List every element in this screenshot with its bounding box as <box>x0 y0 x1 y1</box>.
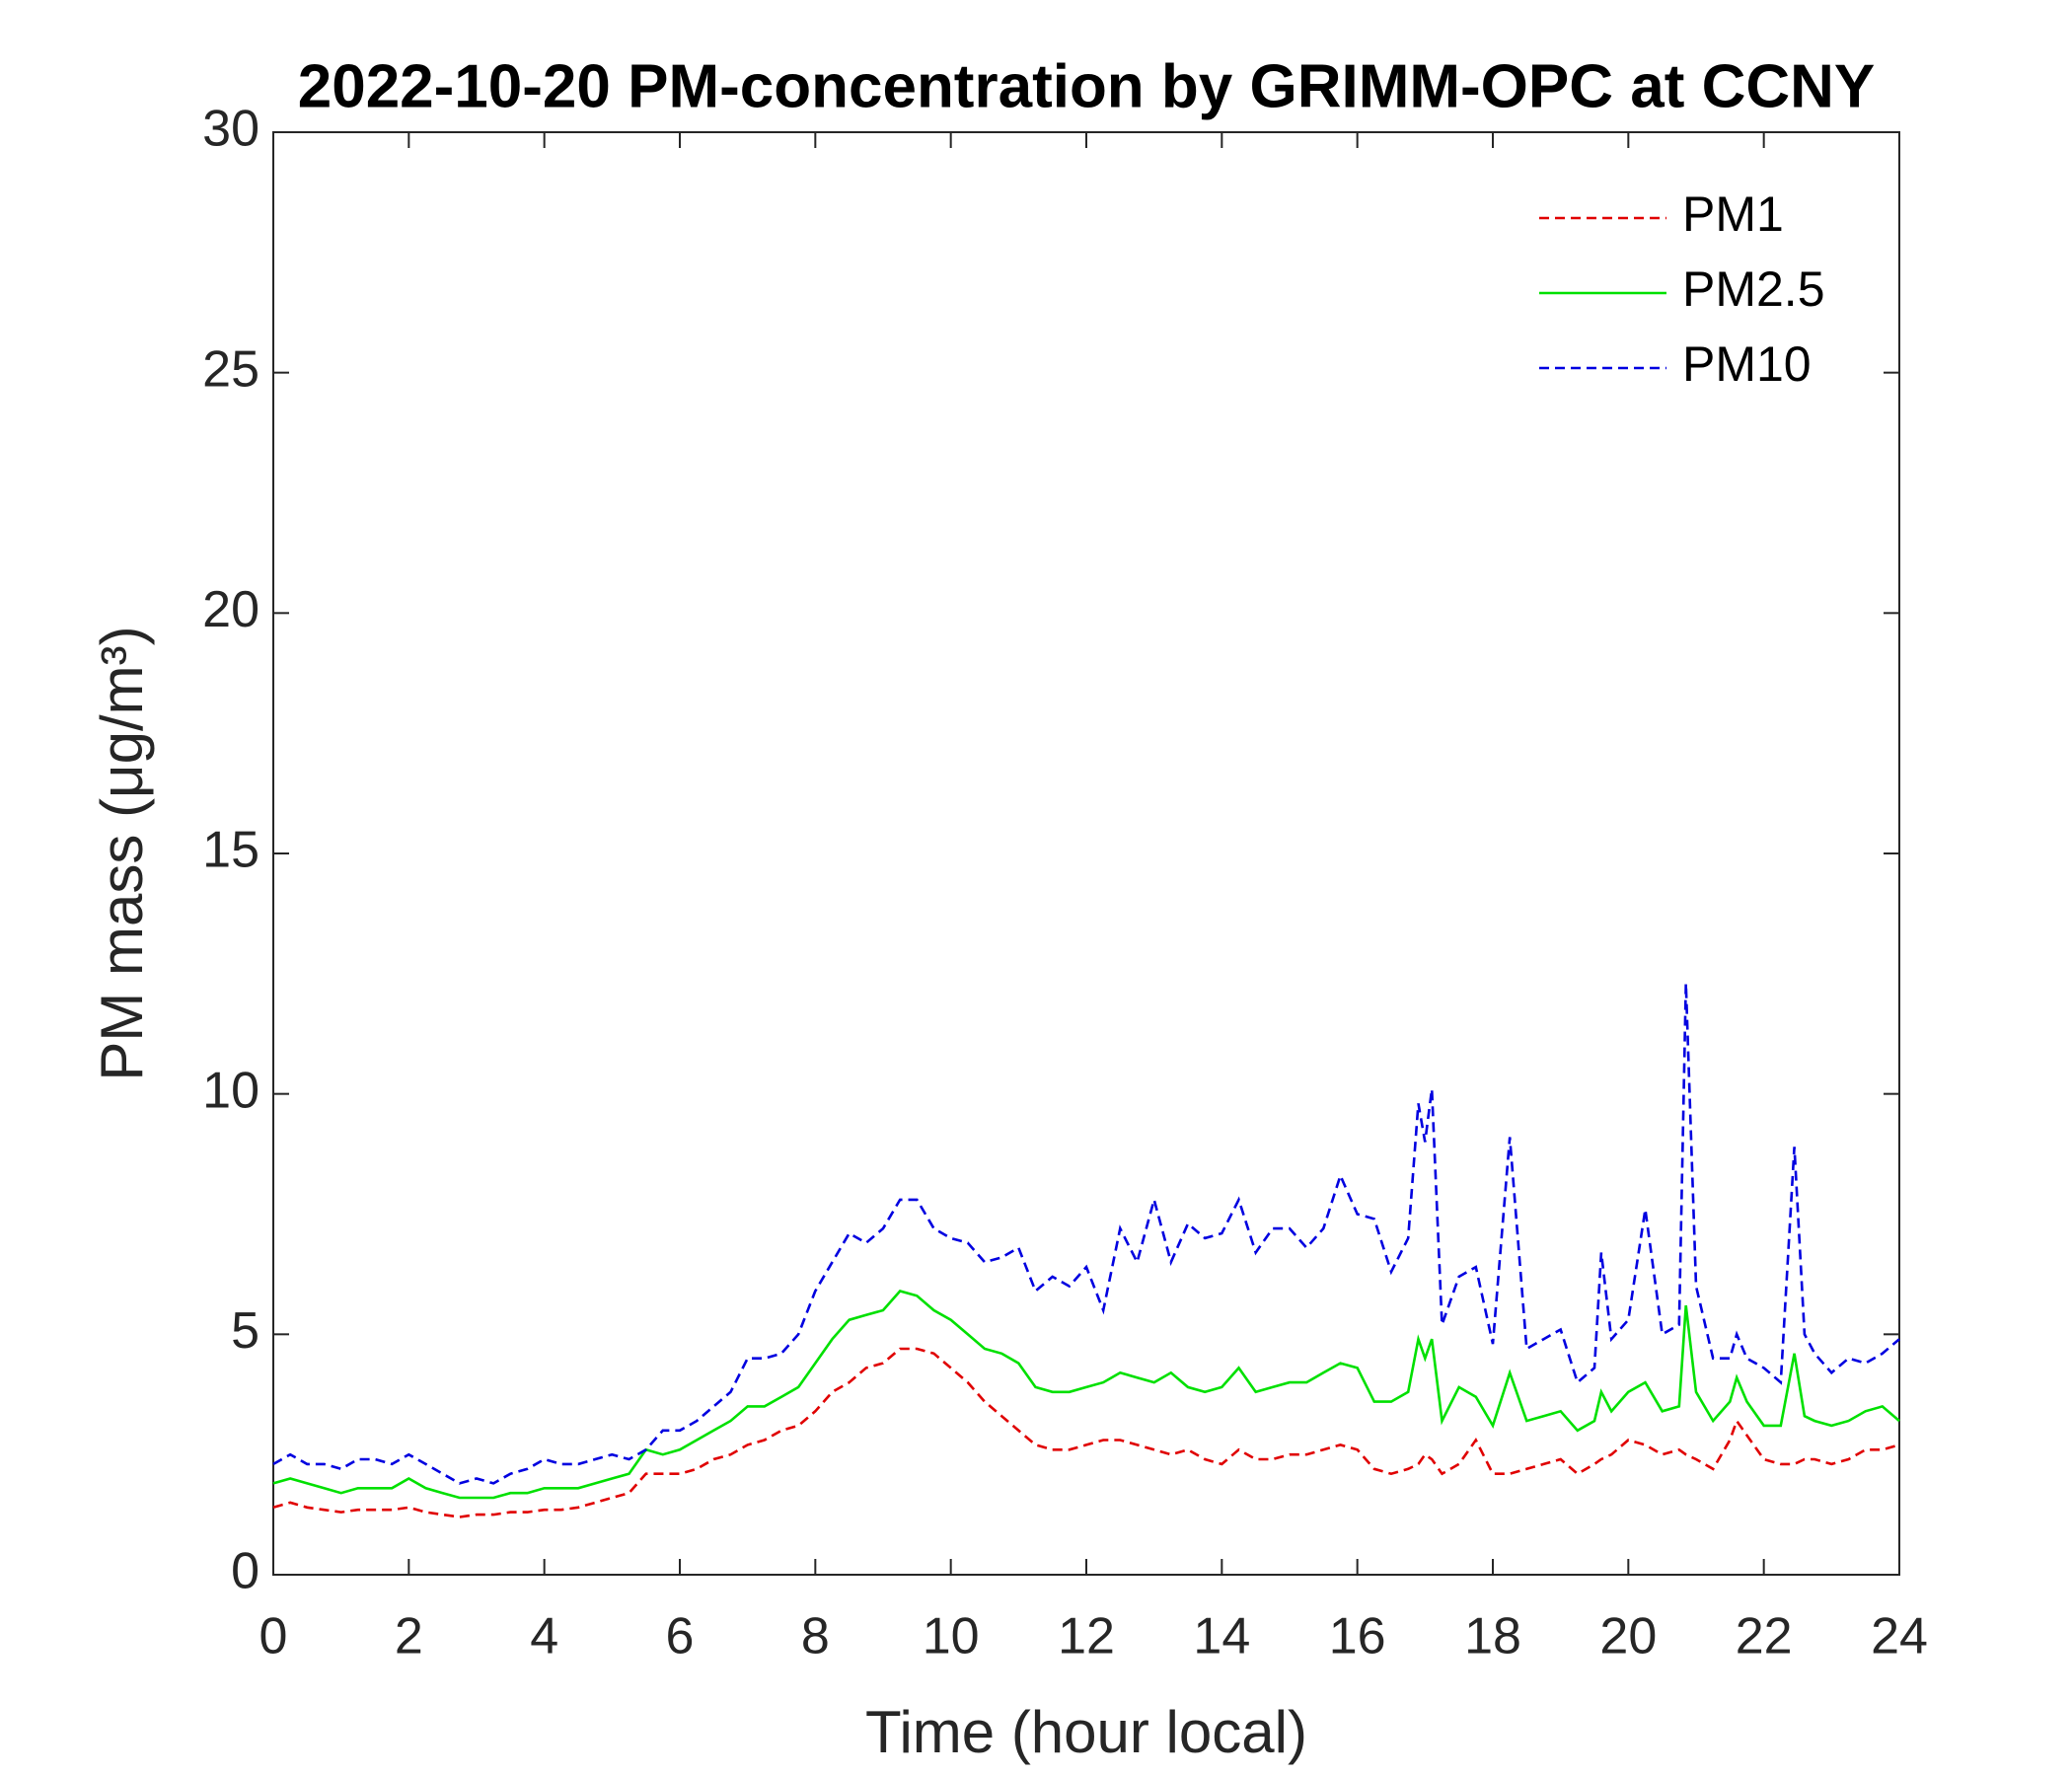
x-tick-label: 20 <box>1599 1608 1657 1665</box>
x-tick-label: 8 <box>801 1608 830 1665</box>
x-tick-label: 12 <box>1058 1608 1115 1665</box>
y-tick-label: 5 <box>231 1302 259 1360</box>
series-line <box>272 1347 1900 1518</box>
x-tick-label: 2 <box>395 1608 423 1665</box>
y-tick-label: 15 <box>202 822 259 879</box>
legend-label: PM1 <box>1682 186 1784 242</box>
x-tick-label: 6 <box>666 1608 695 1665</box>
y-tick-label: 30 <box>202 101 259 158</box>
x-tick-label: 0 <box>259 1608 288 1665</box>
x-tick-label: 18 <box>1464 1608 1521 1665</box>
x-tick-label: 24 <box>1871 1608 1928 1665</box>
series-line <box>272 983 1900 1485</box>
y-axis-label: PM mass (μg/m³) <box>89 626 155 1080</box>
x-tick-label: 22 <box>1736 1608 1793 1665</box>
x-axis-label: Time (hour local) <box>865 1699 1307 1765</box>
y-tick-label: 10 <box>202 1062 259 1119</box>
y-tick-label: 20 <box>202 581 259 638</box>
series-line <box>272 1290 1900 1500</box>
x-tick-label: 4 <box>530 1608 558 1665</box>
x-tick-label: 16 <box>1329 1608 1386 1665</box>
legend-label: PM10 <box>1682 336 1812 392</box>
y-tick-label: 25 <box>202 340 259 398</box>
legend-label: PM2.5 <box>1682 261 1825 317</box>
x-tick-label: 10 <box>923 1608 980 1665</box>
x-tick-label: 14 <box>1193 1608 1250 1665</box>
plot-frame <box>272 131 1900 1576</box>
chart-title: 2022-10-20 PM-concentration by GRIMM-OPC… <box>298 52 1876 120</box>
y-tick-label: 0 <box>231 1543 259 1600</box>
